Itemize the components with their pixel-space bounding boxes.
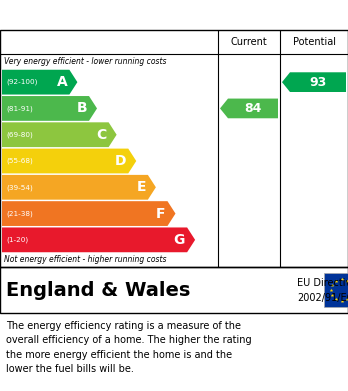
Text: EU Directive: EU Directive	[297, 278, 348, 288]
Text: (21-38): (21-38)	[6, 210, 33, 217]
Text: 84: 84	[244, 102, 262, 115]
Text: (69-80): (69-80)	[6, 131, 33, 138]
Text: Potential: Potential	[293, 37, 335, 47]
Text: (92-100): (92-100)	[6, 79, 37, 85]
Text: Very energy efficient - lower running costs: Very energy efficient - lower running co…	[4, 57, 166, 66]
Text: E: E	[136, 180, 146, 194]
Text: Energy Efficiency Rating: Energy Efficiency Rating	[69, 7, 279, 23]
Text: (55-68): (55-68)	[6, 158, 33, 164]
Text: 2002/91/EC: 2002/91/EC	[297, 293, 348, 303]
Text: A: A	[57, 75, 68, 89]
Text: 93: 93	[309, 75, 327, 89]
Polygon shape	[282, 72, 346, 92]
Polygon shape	[2, 70, 77, 95]
Text: F: F	[156, 206, 166, 221]
Polygon shape	[2, 201, 175, 226]
Text: G: G	[174, 233, 185, 247]
Polygon shape	[2, 96, 97, 121]
Polygon shape	[2, 122, 117, 147]
Text: The energy efficiency rating is a measure of the
overall efficiency of a home. T: The energy efficiency rating is a measur…	[6, 321, 252, 374]
Polygon shape	[220, 99, 278, 118]
Polygon shape	[2, 175, 156, 200]
Text: (39-54): (39-54)	[6, 184, 33, 190]
Text: D: D	[115, 154, 126, 168]
Text: Not energy efficient - higher running costs: Not energy efficient - higher running co…	[4, 255, 166, 264]
FancyBboxPatch shape	[324, 273, 348, 307]
Text: (1-20): (1-20)	[6, 237, 28, 243]
Text: B: B	[76, 101, 87, 115]
Text: (81-91): (81-91)	[6, 105, 33, 112]
Polygon shape	[2, 228, 195, 252]
Polygon shape	[2, 149, 136, 173]
Text: England & Wales: England & Wales	[6, 280, 190, 300]
Text: Current: Current	[231, 37, 267, 47]
Text: C: C	[96, 128, 106, 142]
